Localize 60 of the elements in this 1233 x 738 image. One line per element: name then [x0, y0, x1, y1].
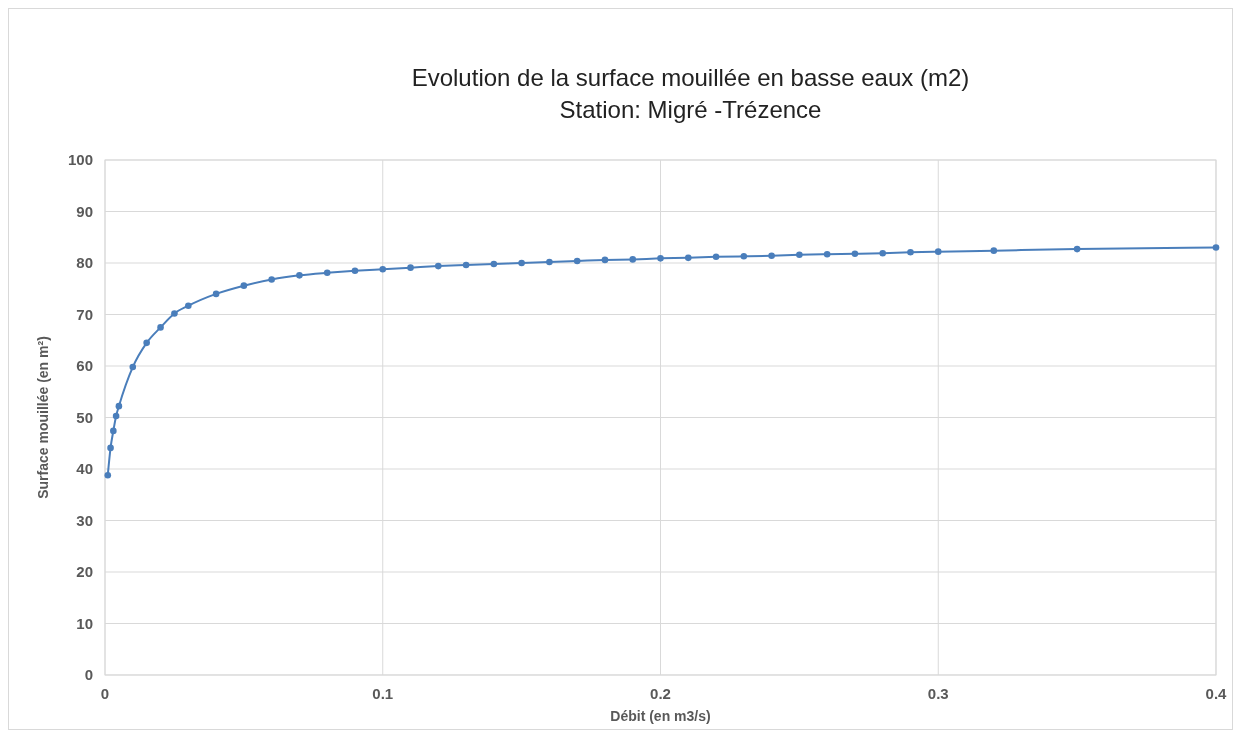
y-tick-label: 10: [76, 614, 93, 632]
point: [1073, 245, 1081, 253]
point: [157, 324, 164, 331]
chart-title: Evolution de la surface mouillée en basse eaux (m2): [411, 64, 970, 91]
x-tick-label: 0.2: [650, 685, 671, 702]
x-tick-label: 0.1: [372, 685, 394, 702]
x-tick-label: 0.3: [927, 685, 949, 702]
point: [879, 249, 886, 257]
x-tick-label: 0.4: [1205, 685, 1228, 702]
point: [934, 248, 942, 255]
point: [796, 251, 803, 259]
point: [112, 412, 120, 420]
point: [185, 302, 192, 310]
point: [490, 260, 498, 268]
point: [268, 276, 275, 283]
y-tick-label: 100: [67, 151, 93, 169]
point: [684, 254, 692, 262]
point: [143, 339, 150, 347]
point: [573, 257, 581, 265]
point: [379, 265, 387, 273]
point: [990, 247, 998, 254]
point: [740, 253, 748, 260]
y-tick-label: 20: [76, 563, 93, 581]
point: [851, 250, 859, 258]
y-tick-label: 40: [76, 460, 93, 478]
point: [212, 290, 220, 298]
y-tick-label: 90: [76, 202, 93, 220]
y-axis-title: Surface mouillée (en m²): [35, 336, 51, 499]
point: [115, 402, 123, 410]
y-tick-label: 70: [76, 305, 93, 323]
y-tick-label: 0: [84, 666, 93, 684]
point: [323, 269, 331, 277]
point: [768, 252, 775, 260]
x-tick-label: 0: [100, 685, 110, 702]
point: [546, 258, 553, 266]
point: [907, 248, 914, 256]
point: [601, 256, 609, 264]
point: [107, 444, 114, 452]
chart-subtitle: Station: Migré -Trézence: [559, 96, 822, 123]
point: [629, 256, 637, 263]
point: [823, 250, 831, 258]
y-tick-label: 30: [76, 511, 93, 529]
y-tick-label: 50: [76, 408, 93, 426]
point: [351, 267, 359, 275]
x-axis-title: Débit (en m3/s): [610, 708, 711, 724]
point: [296, 272, 303, 279]
point: [462, 261, 470, 269]
point: [171, 310, 178, 317]
point: [657, 255, 664, 262]
point: [407, 264, 414, 271]
point: [518, 259, 525, 267]
point: [129, 363, 137, 371]
y-tick-label: 60: [76, 357, 93, 375]
point: [1212, 244, 1220, 251]
y-tick-label: 80: [76, 254, 93, 272]
point: [435, 262, 442, 270]
point: [240, 282, 248, 289]
point: [110, 427, 117, 435]
point: [104, 471, 112, 479]
point: [712, 253, 720, 261]
